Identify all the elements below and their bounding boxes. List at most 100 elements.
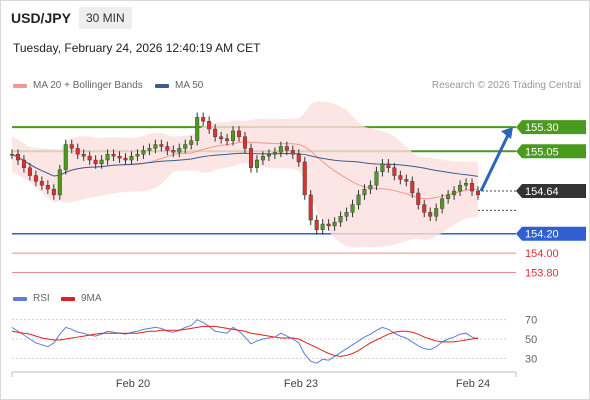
candle — [27, 167, 32, 176]
candle — [350, 204, 355, 213]
timeframe-badge[interactable]: 30 MIN — [79, 7, 132, 29]
candle — [141, 150, 146, 155]
candle — [177, 148, 182, 153]
legend-9ma: 9MA — [61, 293, 102, 304]
legend-ma20: MA 20 + Bollinger Bands — [13, 80, 143, 91]
legend-rsi: RSI — [13, 293, 50, 304]
ma20-swatch — [13, 83, 27, 88]
candle — [422, 204, 427, 213]
ma9-swatch — [61, 296, 75, 301]
candle — [458, 185, 463, 192]
candle — [135, 154, 140, 157]
candle — [15, 154, 20, 161]
ma50-swatch — [155, 83, 169, 88]
candle — [189, 140, 194, 145]
candle — [452, 190, 457, 196]
candle — [344, 212, 349, 217]
candle — [470, 183, 475, 192]
candle — [476, 190, 481, 196]
candle — [266, 154, 271, 157]
level-label: 154.00 — [525, 248, 559, 260]
forecast-arrow — [479, 132, 511, 192]
rsi-tick-label: 70 — [525, 315, 537, 327]
rsi-tick-label: 30 — [525, 353, 537, 365]
candle — [165, 146, 170, 151]
candle — [87, 155, 92, 161]
candle — [195, 117, 200, 141]
candle — [129, 155, 134, 161]
candle — [171, 150, 176, 153]
candle — [338, 216, 343, 223]
candle — [201, 117, 206, 122]
candle — [159, 144, 164, 147]
candle — [207, 121, 212, 130]
ma9-label: 9MA — [81, 293, 102, 304]
candle — [440, 198, 445, 209]
candle — [117, 155, 122, 159]
candle — [314, 219, 319, 231]
candle — [398, 175, 403, 180]
candle — [290, 150, 295, 155]
candle — [147, 148, 152, 151]
ma50-label: MA 50 — [175, 80, 204, 91]
rsi-line — [11, 319, 479, 364]
candle — [123, 157, 128, 161]
candle — [9, 154, 14, 156]
candle — [183, 144, 188, 149]
level-tag — [516, 144, 586, 159]
ma9-line — [11, 325, 479, 357]
rsi-tick-label: 50 — [525, 334, 537, 346]
level-tag — [516, 120, 586, 135]
candle — [464, 183, 469, 186]
candle — [260, 155, 265, 161]
candle — [99, 159, 104, 165]
candle — [404, 179, 409, 182]
candle — [219, 136, 224, 139]
bollinger-band — [12, 101, 478, 248]
symbol-title: USD/JPY — [11, 10, 71, 26]
candle — [93, 159, 98, 165]
candle — [69, 144, 74, 149]
chart-datetime: Tuesday, February 24, 2026 12:40:19 AM C… — [13, 41, 261, 55]
ma20-label: MA 20 + Bollinger Bands — [33, 80, 143, 91]
candle — [296, 154, 301, 163]
candle — [81, 154, 86, 157]
candle — [272, 152, 277, 155]
candle — [368, 185, 373, 190]
candle — [237, 130, 242, 137]
candle — [254, 159, 259, 168]
candle — [392, 167, 397, 176]
candle — [111, 154, 116, 157]
candle — [416, 192, 421, 205]
candle — [45, 185, 50, 190]
candle — [374, 171, 379, 186]
credit-text: Research © 2026 Trading Central — [431, 80, 581, 91]
candle — [75, 148, 80, 155]
level-tag — [516, 226, 586, 241]
x-tick-label: Feb 20 — [116, 378, 150, 390]
candle — [57, 169, 62, 196]
candle — [153, 144, 158, 149]
level-label: 154.20 — [525, 229, 559, 241]
rsi-swatch — [13, 296, 27, 301]
candle — [248, 148, 253, 168]
candle — [308, 194, 313, 221]
legend-ma50: MA 50 — [155, 80, 203, 91]
candle — [332, 221, 337, 227]
candle — [63, 144, 68, 170]
candle — [105, 154, 110, 161]
level-label: 153.80 — [525, 267, 559, 279]
candle — [362, 188, 367, 196]
candle — [428, 212, 433, 217]
candle — [356, 194, 361, 205]
candle — [302, 161, 307, 196]
x-tick-label: Feb 23 — [284, 378, 318, 390]
candle — [410, 181, 415, 194]
level-label: 155.30 — [525, 122, 559, 134]
candle — [225, 138, 230, 141]
rsi-label: RSI — [33, 293, 50, 304]
candle — [380, 163, 385, 172]
candle — [386, 163, 391, 168]
level-tag — [516, 184, 586, 199]
